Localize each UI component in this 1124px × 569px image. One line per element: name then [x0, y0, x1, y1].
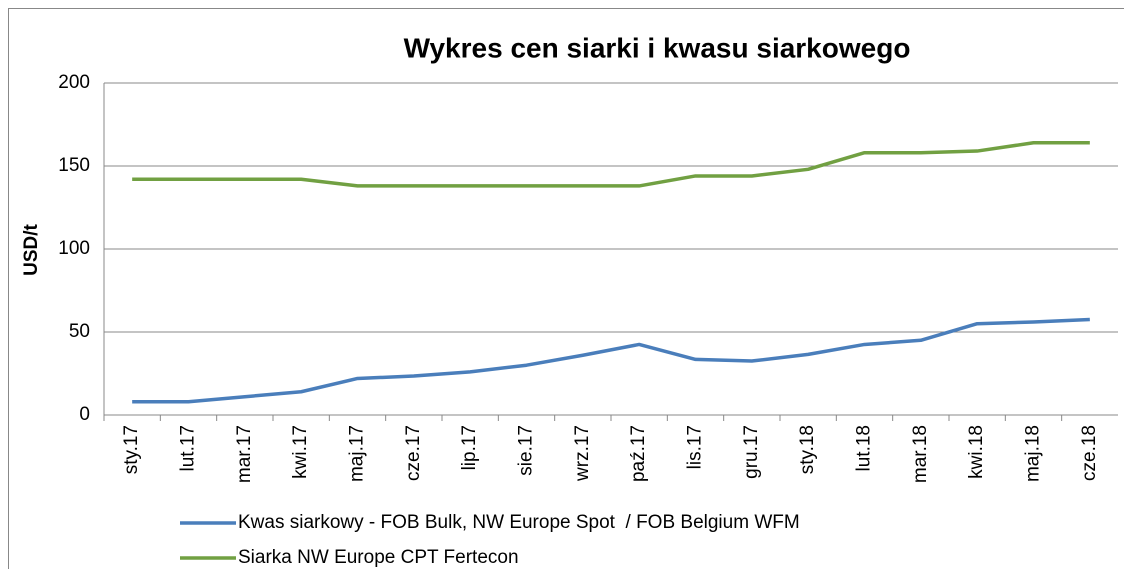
x-tick-label: lut.18 [854, 425, 875, 471]
series-line [132, 141, 1090, 188]
y-tick-label: 0 [79, 404, 90, 425]
x-tick-label: sty.18 [797, 425, 818, 474]
legend-label: Kwas siarkowy - FOB Bulk, NW Europe Spot… [238, 512, 800, 533]
x-tick-label: lis.17 [685, 425, 706, 469]
x-tick-label: lut.17 [178, 425, 199, 471]
y-axis-label: USD/t [21, 223, 42, 275]
series-line [132, 317, 1090, 404]
y-tick-label: 200 [58, 72, 90, 93]
chart-title: Wykres cen siarki i kwasu siarkowego [404, 32, 911, 63]
x-tick-label: maj.17 [347, 425, 368, 482]
x-tick-label: paź.17 [628, 425, 649, 482]
x-tick-label: cze.17 [403, 425, 424, 481]
y-tick-label: 50 [69, 321, 90, 342]
x-tick-label: gru.17 [741, 425, 762, 479]
x-tick-label: kwi.17 [290, 425, 311, 479]
x-tick-label: wrz.17 [572, 425, 593, 482]
chart-frame [8, 8, 1124, 569]
x-tick-label: maj.18 [1023, 425, 1044, 482]
x-tick-label: lip.17 [459, 425, 480, 470]
legend-label: Siarka NW Europe CPT Fertecon [238, 547, 519, 568]
x-tick-label: mar.17 [234, 425, 255, 483]
x-tick-label: kwi.18 [966, 425, 987, 479]
x-tick-label: mar.18 [910, 425, 931, 483]
x-tick-label: sty.17 [121, 425, 142, 474]
y-tick-label: 100 [58, 238, 90, 259]
y-tick-label: 150 [58, 155, 90, 176]
x-tick-label: sie.17 [516, 425, 537, 476]
x-tick-label: cze.18 [1079, 425, 1100, 481]
